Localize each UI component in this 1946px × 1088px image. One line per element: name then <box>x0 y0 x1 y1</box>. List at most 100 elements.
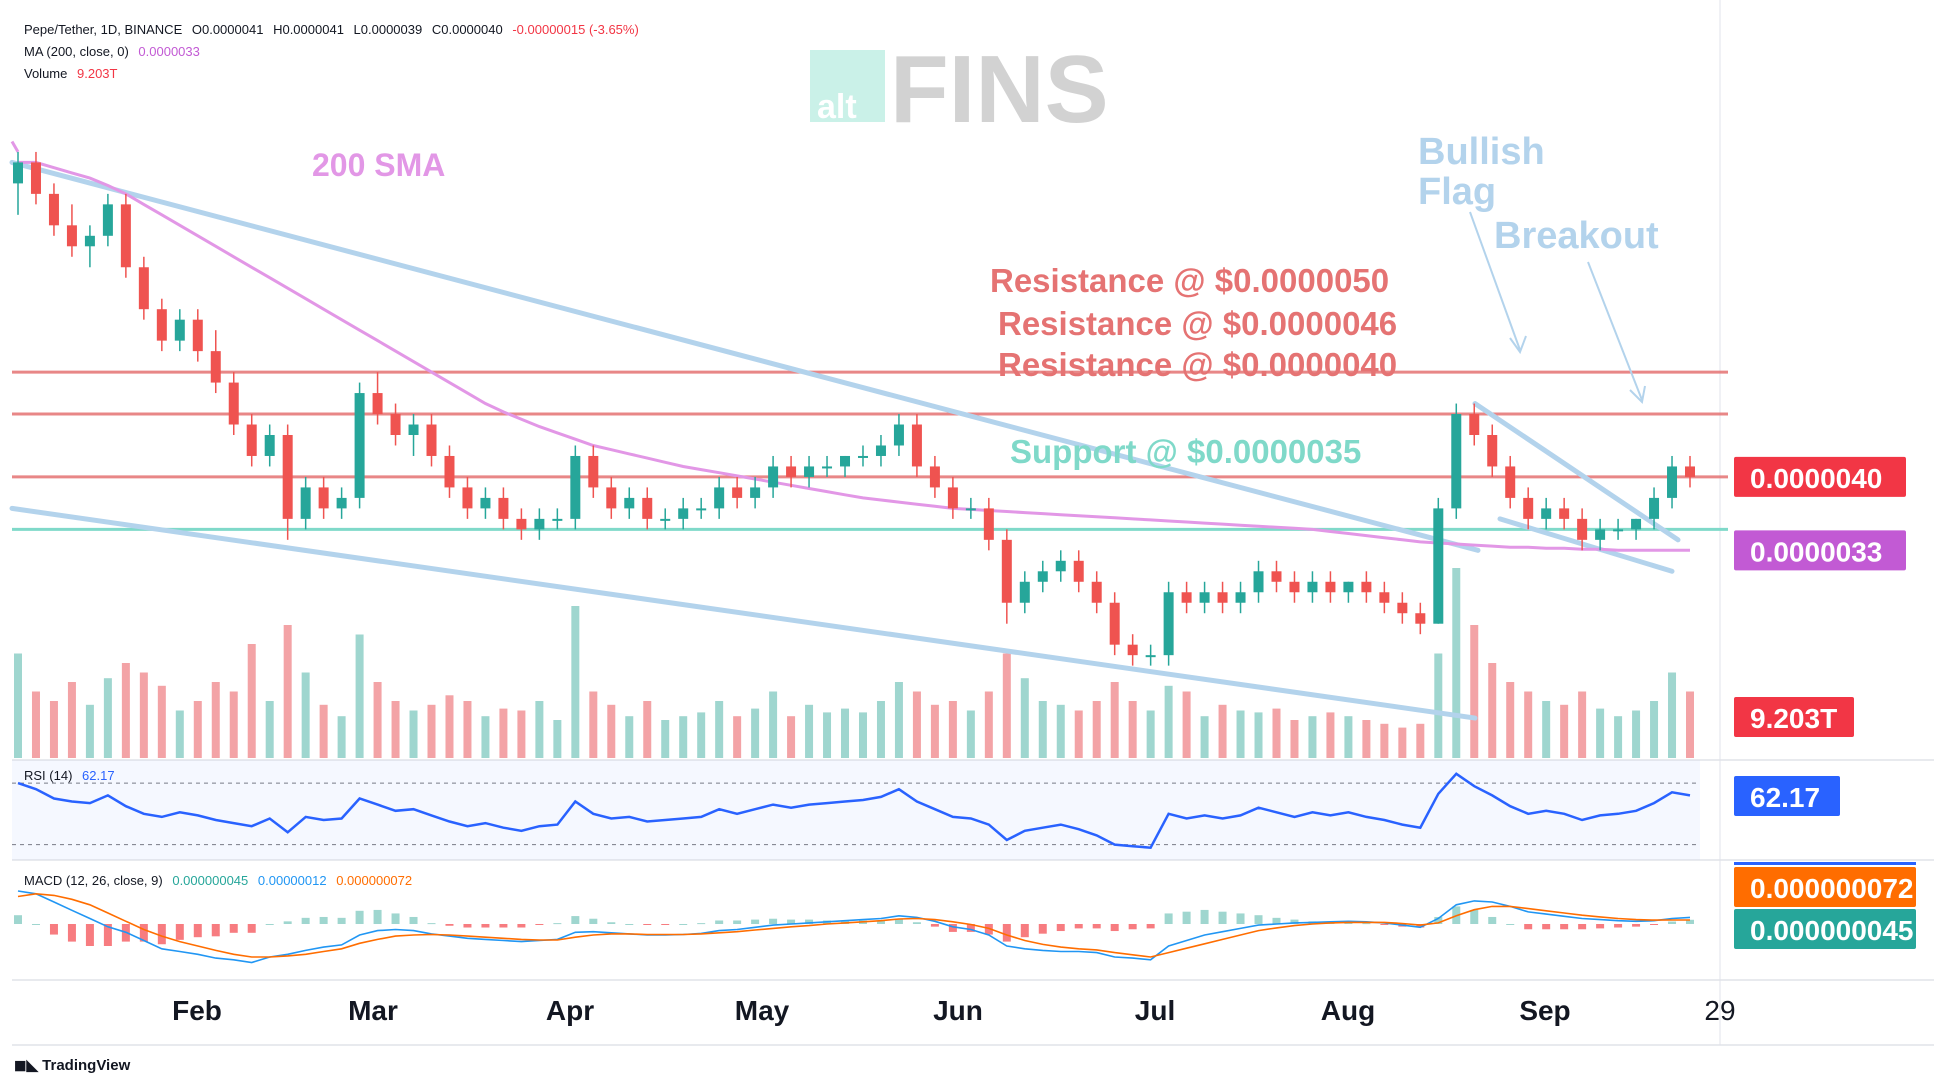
volume-bar <box>553 720 562 758</box>
macd-signal-badge-text: 0.000000072 <box>1750 873 1914 904</box>
candle-body <box>1667 466 1678 498</box>
volume-bar <box>876 701 885 758</box>
volume-badge-text: 9.203T <box>1750 703 1837 734</box>
macd-histogram-bar <box>517 924 526 928</box>
candle-body <box>1361 581 1372 593</box>
macd-legend: MACD (12, 26, close, 9) 0.000000045 0.00… <box>24 873 418 888</box>
x-axis-tick-label: Sep <box>1519 995 1570 1026</box>
candle-body <box>408 424 419 435</box>
x-axis-tick-label: Feb <box>172 995 222 1026</box>
candle-body <box>354 393 365 498</box>
tradingview-logo[interactable]: ◼◣ TradingView <box>14 1056 130 1074</box>
candle-body <box>911 424 922 467</box>
candle-body <box>552 518 563 521</box>
volume-bar <box>67 682 76 758</box>
candle-body <box>30 162 41 194</box>
volume-bar <box>1434 653 1443 758</box>
candle-body <box>1577 518 1588 540</box>
volume-bar <box>1164 685 1173 758</box>
candle-body <box>13 162 23 184</box>
x-axis-tick-label: Aug <box>1321 995 1375 1026</box>
volume-bar <box>1254 712 1263 758</box>
macd-label: MACD (12, 26, close, 9) <box>24 873 163 888</box>
candle-body <box>714 487 725 509</box>
candle-body <box>1163 592 1174 656</box>
volume-bar <box>1200 716 1209 758</box>
volume-bar <box>1380 723 1389 758</box>
volume-bar <box>1074 710 1083 758</box>
volume-bar <box>517 710 526 758</box>
volume-bar <box>1578 691 1587 758</box>
price-badge-sma-text: 0.0000033 <box>1750 536 1882 567</box>
macd-value-badge-text: 0.000000045 <box>1750 915 1914 946</box>
candle-body <box>1559 508 1570 519</box>
macd-histogram-bar <box>49 924 58 935</box>
macd-histogram-bar <box>643 924 652 925</box>
candle-body <box>840 455 851 467</box>
candle-body <box>1271 571 1282 582</box>
macd-signal-badge <box>1734 867 1916 907</box>
macd-histogram-bar <box>1128 924 1137 930</box>
volume-bar <box>1038 701 1047 758</box>
volume-bar <box>1308 716 1317 758</box>
volume-bar <box>535 701 544 758</box>
volume-bar <box>930 704 939 758</box>
macd-value-2: 0.00000012 <box>257 873 327 888</box>
volume-bar <box>1056 704 1065 758</box>
macd-histogram-bar <box>733 920 742 924</box>
candle-body <box>318 487 329 509</box>
macd-histogram-bar <box>984 924 993 935</box>
macd-scale-marker <box>1734 862 1916 865</box>
macd-histogram-bar <box>1146 924 1155 929</box>
candle-body <box>1019 581 1030 603</box>
channel-lower-trendline <box>9 505 1478 721</box>
candle-body <box>965 508 976 511</box>
volume-bar <box>1218 704 1227 758</box>
macd-signal-line <box>17 892 1690 958</box>
candle-body <box>174 319 185 341</box>
macd-histogram-bar <box>1632 924 1641 927</box>
candle-body <box>804 466 815 477</box>
candle-body <box>120 204 131 268</box>
candle-body <box>1127 644 1138 656</box>
volume-bar <box>337 716 346 758</box>
macd-histogram-bar <box>912 922 921 924</box>
macd-histogram-bar <box>661 924 670 925</box>
volume-bar <box>1092 701 1101 758</box>
candle-body <box>1595 529 1606 540</box>
resistance-label: Resistance @ $0.0000050 <box>990 262 1389 299</box>
candle-body <box>1631 518 1642 530</box>
candle-body <box>1415 613 1426 624</box>
volume-bar <box>679 716 688 758</box>
candle-body <box>210 351 221 383</box>
macd-histogram-bar <box>463 924 472 928</box>
candle-body <box>444 455 455 488</box>
candle-body <box>875 445 886 456</box>
sma-annotation: 200 SMA <box>312 147 445 183</box>
candle-body <box>1109 602 1120 645</box>
macd-histogram-bar <box>1362 923 1371 925</box>
candle-body <box>678 508 689 519</box>
candle-body <box>138 267 149 310</box>
macd-histogram-bar <box>1380 924 1389 925</box>
candle-body <box>192 319 203 352</box>
candle-body <box>606 487 617 509</box>
macd-histogram-bar <box>1182 911 1191 924</box>
macd-histogram-bar <box>211 924 220 937</box>
candle-body <box>498 497 509 519</box>
volume-bar <box>1290 720 1299 758</box>
candle-body <box>1289 581 1300 593</box>
volume-bar <box>715 701 724 758</box>
macd-histogram-bar <box>571 916 580 924</box>
volume-bar <box>1488 663 1497 758</box>
macd-histogram-bar <box>697 923 706 925</box>
candle-body <box>480 497 491 509</box>
candle-body <box>534 518 545 530</box>
volume-bar <box>373 682 382 758</box>
volume-bar <box>912 691 921 758</box>
volume-bar <box>1020 678 1029 758</box>
macd-histogram-bar <box>1056 924 1065 932</box>
candle-body <box>1253 571 1264 593</box>
sma-line-start <box>10 140 20 153</box>
